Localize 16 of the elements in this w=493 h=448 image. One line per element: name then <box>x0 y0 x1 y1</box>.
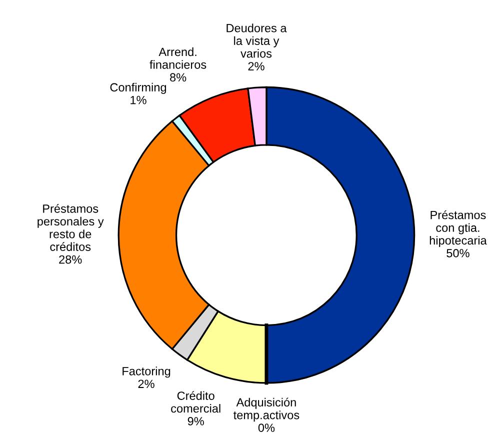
category-label: Adquisición temp.activos <box>234 398 300 422</box>
slice-label: Deudores a la vista y varios <box>226 24 287 58</box>
data-label: 28% <box>59 255 82 264</box>
slice-label: Préstamos personales y resto de créditos <box>38 204 104 251</box>
data-label: 2% <box>138 380 154 388</box>
slice-label: Préstamos con gtia. hipotecaria <box>430 210 487 247</box>
slice-label: Confirming <box>110 82 166 94</box>
text: 0% <box>258 424 275 432</box>
data-label: 9% <box>188 417 204 426</box>
slice-label: Crédito comercial <box>171 391 220 413</box>
data-label: 50% <box>446 248 470 258</box>
slice-label: Arrend. financieros <box>150 47 206 69</box>
slice-label: Factoring <box>122 366 170 378</box>
data-label: 2% <box>248 62 264 70</box>
data-label: 8% <box>170 73 186 82</box>
data-label: 1% <box>130 96 146 104</box>
